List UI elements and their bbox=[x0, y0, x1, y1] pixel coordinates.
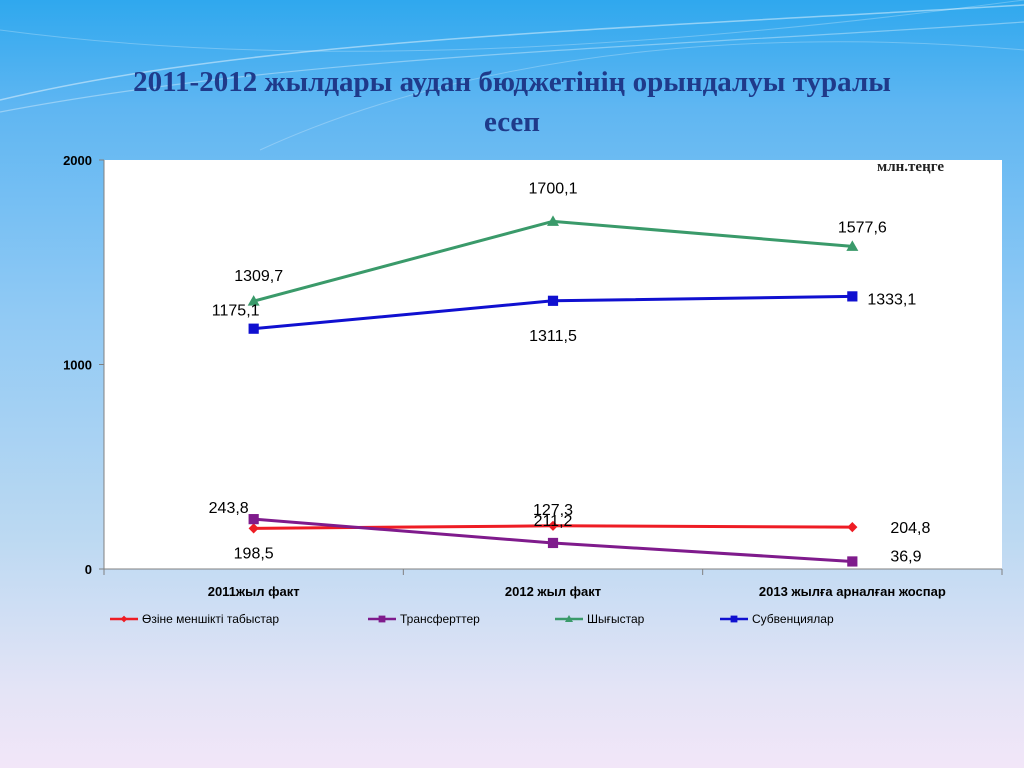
unit-label: млн.теңге bbox=[877, 159, 944, 175]
data-point bbox=[547, 537, 559, 549]
data-label: 1333,1 bbox=[867, 291, 916, 308]
series-2 bbox=[248, 514, 858, 567]
legend-marker bbox=[120, 615, 128, 623]
data-point bbox=[847, 291, 858, 302]
y-tick-label: 0 bbox=[85, 562, 92, 577]
data-point bbox=[248, 323, 259, 334]
x-tick-label: 2011жыл факт bbox=[208, 584, 300, 599]
data-label: 1700,1 bbox=[529, 180, 578, 197]
legend-label: Субвенциялар bbox=[752, 612, 834, 626]
legend-label: Өзіне меншікті табыстар bbox=[142, 612, 279, 626]
series-layer bbox=[247, 215, 859, 567]
x-tick-label: 2012 жыл факт bbox=[505, 584, 601, 599]
data-point bbox=[847, 556, 858, 567]
data-label: 1311,5 bbox=[529, 328, 577, 345]
series-4 bbox=[248, 291, 858, 334]
legend-marker bbox=[730, 615, 738, 623]
legend-marker bbox=[565, 615, 573, 622]
data-label: 127,3 bbox=[533, 502, 573, 519]
legend-marker bbox=[378, 615, 386, 623]
data-label: 211,2 bbox=[534, 513, 573, 530]
y-tick-label: 1000 bbox=[63, 358, 92, 373]
y-tick-label: 2000 bbox=[63, 153, 92, 168]
data-point bbox=[847, 522, 858, 533]
legend-label: Шығыстар bbox=[587, 612, 645, 626]
legend-item: Шығыстар bbox=[555, 612, 645, 626]
data-label: 1175,1 bbox=[212, 303, 260, 320]
data-label: 243,8 bbox=[209, 500, 249, 517]
legend: Өзіне меншікті табыстар Трансферттер Шығыс… bbox=[110, 612, 834, 626]
data-point bbox=[547, 295, 559, 306]
x-tick-label: 2013 жылға арналған жоспар bbox=[759, 584, 946, 599]
data-label: 204,8 bbox=[890, 520, 930, 537]
legend-item: Трансферттер bbox=[368, 612, 480, 626]
series-3 bbox=[247, 215, 859, 306]
data-point bbox=[547, 520, 559, 531]
slide-title-line-1: 2011-2012 жылдары аудан бюджетінің орынд… bbox=[133, 66, 891, 98]
legend-item: Өзіне меншікті табыстар bbox=[110, 612, 279, 626]
plot-area bbox=[104, 160, 1002, 569]
data-label: 1577,6 bbox=[838, 219, 887, 236]
data-point bbox=[248, 523, 259, 534]
data-label: 198,5 bbox=[234, 545, 274, 562]
data-labels-layer: 198,5 211,2 204,8 243,8 127,3 36,9 1309,7 1700,… bbox=[209, 180, 931, 565]
slide-title-line-2: есеп bbox=[483, 106, 541, 138]
data-point bbox=[248, 514, 259, 525]
data-point bbox=[247, 295, 260, 306]
legend-label: Трансферттер bbox=[400, 612, 480, 626]
data-label: 36,9 bbox=[890, 548, 921, 565]
data-point bbox=[846, 240, 859, 251]
data-point bbox=[547, 215, 559, 226]
data-label: 1309,7 bbox=[234, 268, 283, 285]
legend-item: Субвенциялар bbox=[720, 612, 834, 626]
axes: 0 1000 2000 2011жыл факт 2012 жыл факт 2013 ж… bbox=[63, 153, 1003, 599]
slide-title: 2011-2012 жылдары аудан бюджетінің орынд… bbox=[40, 62, 984, 142]
